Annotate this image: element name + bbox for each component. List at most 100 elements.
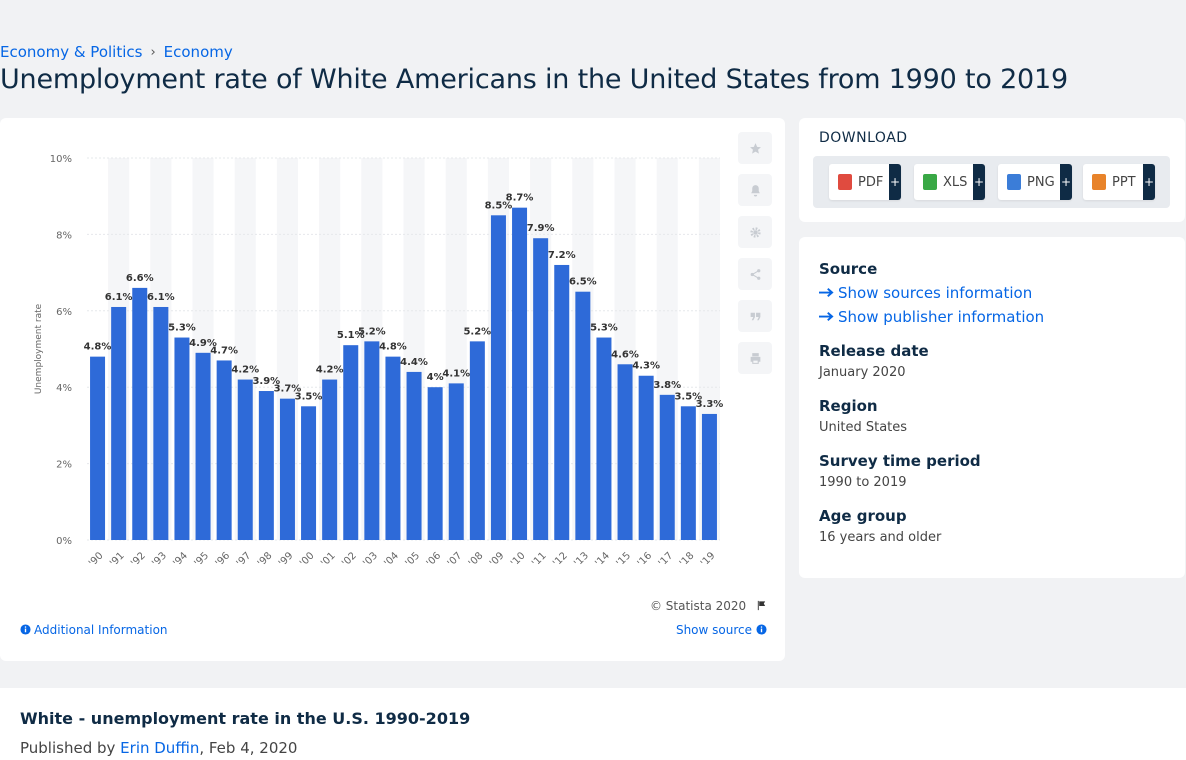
download-ppt-button[interactable]: PPT + (1083, 164, 1155, 200)
source-label: Source (819, 260, 878, 278)
bar (469, 341, 485, 540)
author-link[interactable]: Erin Duffin (120, 739, 200, 757)
data-label: 3.5% (674, 391, 702, 402)
region-label: Region (819, 397, 878, 415)
bar (659, 394, 675, 540)
data-label: 4.9% (189, 338, 217, 349)
data-label: 5.2% (358, 326, 386, 337)
gear-icon (749, 226, 761, 238)
cite-button[interactable] (738, 300, 772, 332)
pdf-file-icon (838, 174, 852, 190)
bar (554, 264, 570, 540)
bar (701, 413, 717, 540)
bar (237, 379, 253, 540)
survey-period-value: 1990 to 2019 (819, 475, 907, 490)
data-label: 4.2% (316, 365, 344, 376)
region-value: United States (819, 420, 908, 435)
data-label: 5.1% (337, 330, 365, 341)
bar (638, 375, 654, 540)
copyright-text: © Statista 2020 (649, 599, 747, 613)
bar (385, 356, 401, 540)
bar (448, 383, 464, 540)
share-button[interactable] (738, 258, 772, 290)
arrow-right-icon (819, 288, 834, 297)
bar (258, 391, 274, 540)
bar (427, 387, 443, 540)
plus-icon: + (889, 164, 901, 200)
data-label: 4.6% (611, 349, 639, 360)
download-bar: PDF + XLS + PNG + PPT + (813, 156, 1170, 208)
bar (301, 406, 317, 540)
x-tick-label: '93 (150, 550, 169, 569)
bar (364, 341, 380, 540)
statistic-title: White - unemployment rate in the U.S. 19… (20, 709, 471, 728)
x-tick-label: '96 (214, 550, 233, 569)
settings-button[interactable] (738, 216, 772, 248)
data-label: 6.6% (126, 273, 154, 284)
statistic-summary: White - unemployment rate in the U.S. 19… (0, 688, 1186, 760)
download-card: DOWNLOAD PDF + XLS + PNG + PPT + (799, 118, 1185, 222)
data-label: 6.1% (147, 292, 175, 303)
download-pdf-button[interactable]: PDF + (829, 164, 901, 200)
bar (174, 337, 190, 540)
bar (575, 291, 591, 540)
data-label: 4.1% (442, 368, 470, 379)
x-tick-label: '10 (509, 550, 528, 569)
data-label: 8.7% (506, 193, 534, 204)
bar (343, 345, 359, 540)
x-tick-label: '95 (192, 550, 211, 569)
bar (279, 398, 295, 540)
breadcrumb-economy[interactable]: Economy (163, 43, 233, 61)
show-publisher-label: Show publisher information (838, 308, 1045, 326)
y-axis-label: Unemployment rate (34, 303, 44, 394)
data-label: 8.5% (485, 200, 513, 211)
y-tick-label: 6% (56, 307, 72, 318)
download-title: DOWNLOAD (819, 130, 908, 146)
data-label: 4.3% (632, 361, 660, 372)
data-label: 4% (427, 372, 444, 383)
download-png-button[interactable]: PNG + (998, 164, 1072, 200)
print-button[interactable] (738, 342, 772, 374)
download-png-label: PNG (1027, 174, 1055, 190)
published-prefix: Published by (20, 739, 116, 757)
data-label: 7.2% (548, 250, 576, 261)
chart-card: 0% 2% 4% 6% 8% 10% Unemployment rate 4.8% '90 6.1… (0, 118, 785, 661)
bar (195, 352, 211, 540)
breadcrumb-separator: › (150, 44, 156, 60)
x-tick-label: '98 (256, 550, 275, 569)
data-label: 6.5% (569, 277, 597, 288)
age-group-value: 16 years and older (819, 530, 942, 545)
x-tick-label: '94 (171, 550, 190, 569)
show-sources-link[interactable]: Show sources information (819, 284, 1032, 302)
x-tick-label: '06 (425, 550, 444, 569)
download-ppt-label: PPT (1112, 174, 1136, 190)
y-tick-label: 4% (56, 383, 72, 394)
favorite-button[interactable] (738, 132, 772, 164)
data-label: 6.1% (105, 292, 133, 303)
page-title: Unemployment rate of White Americans in … (0, 64, 1068, 95)
breadcrumb-economy-politics[interactable]: Economy & Politics (0, 43, 143, 61)
show-source-link[interactable]: Show source (660, 623, 767, 637)
y-tick-label: 2% (56, 460, 72, 471)
y-tick-label: 10% (50, 154, 72, 165)
bar (617, 364, 633, 540)
bar (322, 379, 338, 540)
flag-icon[interactable] (756, 600, 767, 611)
bar (490, 215, 506, 541)
additional-info-link[interactable]: Additional Information (20, 623, 168, 637)
data-label: 5.3% (590, 323, 618, 334)
data-label: 3.7% (274, 384, 302, 395)
bar (111, 306, 127, 540)
notification-button[interactable] (738, 174, 772, 206)
x-tick-label: '92 (129, 550, 148, 569)
png-file-icon (1007, 174, 1021, 190)
ppt-file-icon (1092, 174, 1106, 190)
data-label: 3.3% (696, 399, 724, 410)
data-label: 5.3% (168, 323, 196, 334)
bar-chart: 0% 2% 4% 6% 8% 10% Unemployment rate 4.8% '90 6.1… (34, 154, 724, 569)
x-tick-label: '11 (530, 550, 549, 569)
y-tick-label: 8% (56, 230, 72, 241)
show-publisher-link[interactable]: Show publisher information (819, 308, 1044, 326)
survey-period-label: Survey time period (819, 452, 981, 470)
download-xls-button[interactable]: XLS + (914, 164, 985, 200)
